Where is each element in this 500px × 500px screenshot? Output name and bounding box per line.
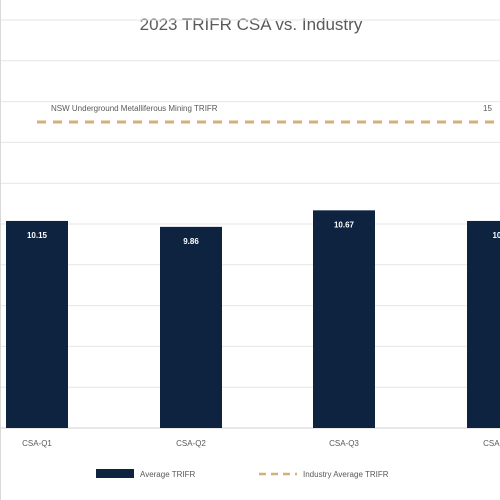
bar-data-label: 9.86 xyxy=(183,237,199,246)
bar xyxy=(6,220,68,428)
x-tick-label: CSA-Q3 xyxy=(329,439,359,448)
reference-line-label: NSW Underground Metalliferous Mining TRI… xyxy=(51,104,218,113)
reference-line-group: NSW Underground Metalliferous Mining TRI… xyxy=(37,104,500,124)
bar xyxy=(160,226,222,428)
x-axis-ticks: CSA-Q1 CSA-Q2 CSA-Q3 CSA-Q4 xyxy=(22,439,500,448)
bar-data-label: 10.15 xyxy=(27,231,48,240)
x-tick-label: CSA-Q1 xyxy=(22,439,52,448)
legend-swatch-bar xyxy=(96,469,134,478)
gridlines xyxy=(1,19,500,429)
bars: 10.15 9.86 10.67 10. xyxy=(6,210,500,428)
chart-title: 2023 TRIFR CSA vs. Industry xyxy=(140,15,363,34)
bar xyxy=(313,210,375,428)
legend-label-bar: Average TRIFR xyxy=(140,470,196,479)
legend-label-reference: Industry Average TRIFR xyxy=(303,470,389,479)
x-tick-label: CSA-Q4 xyxy=(483,439,500,448)
bar-data-label: 10.67 xyxy=(334,220,355,229)
x-tick-label: CSA-Q2 xyxy=(176,439,206,448)
legend: Average TRIFR Industry Average TRIFR xyxy=(96,469,389,479)
reference-line-value-label: 15 xyxy=(483,104,492,113)
bar xyxy=(467,220,500,428)
bar-data-label: 10. xyxy=(492,231,500,240)
